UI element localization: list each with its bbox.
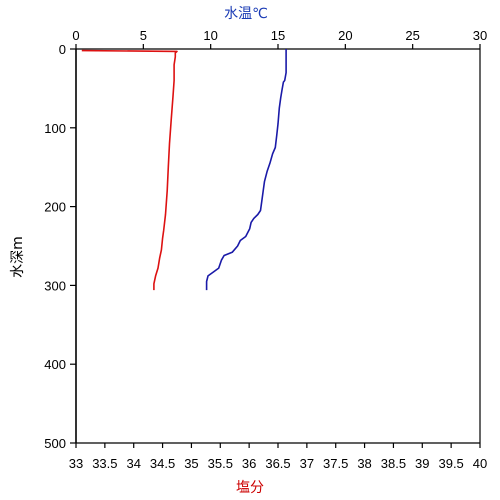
y-tick-label: 100 (44, 121, 66, 136)
tick-labels: 0 100 200 300 400 500 0 5 10 15 20 25 30 33 33.5 34 34.5… (44, 28, 487, 471)
y-tick-label: 500 (44, 436, 66, 451)
bottom-axis-title: 塩分 (236, 480, 264, 496)
bottom-tick-label: 38 (357, 456, 371, 471)
top-tick-label: 30 (473, 28, 487, 43)
bottom-tick-label: 34.5 (150, 456, 175, 471)
bottom-tick-label: 36 (242, 456, 256, 471)
bottom-tick-label: 35 (184, 456, 198, 471)
bottom-tick-label: 33.5 (92, 456, 117, 471)
bottom-tick-label: 39 (415, 456, 429, 471)
top-tick-label: 10 (203, 28, 217, 43)
bottom-tick-label: 40 (473, 456, 487, 471)
top-tick-label: 25 (405, 28, 419, 43)
y-tick-label: 200 (44, 200, 66, 215)
plot-frame (75, 48, 481, 444)
y-tick-label: 300 (44, 278, 66, 293)
bottom-tick-label: 37 (300, 456, 314, 471)
y-tick-label: 0 (59, 42, 66, 57)
y-axis-title: 水深m (10, 236, 26, 278)
bottom-tick-label: 37.5 (323, 456, 348, 471)
top-axis-title: 水温℃ (224, 6, 268, 22)
bottom-tick-label: 38.5 (381, 456, 406, 471)
top-tick-label: 0 (72, 28, 79, 43)
bottom-tick-label: 33 (69, 456, 83, 471)
salinity-profile-line (81, 49, 178, 291)
tick-marks (70, 44, 481, 448)
series-lines (81, 49, 287, 291)
temperature-profile-line (205, 49, 287, 291)
top-tick-label: 20 (338, 28, 352, 43)
bottom-tick-label: 35.5 (208, 456, 233, 471)
bottom-tick-label: 34 (126, 456, 140, 471)
bottom-tick-label: 36.5 (265, 456, 290, 471)
bottom-tick-label: 39.5 (438, 456, 463, 471)
top-tick-label: 15 (271, 28, 285, 43)
y-tick-label: 400 (44, 357, 66, 372)
top-tick-label: 5 (140, 28, 147, 43)
